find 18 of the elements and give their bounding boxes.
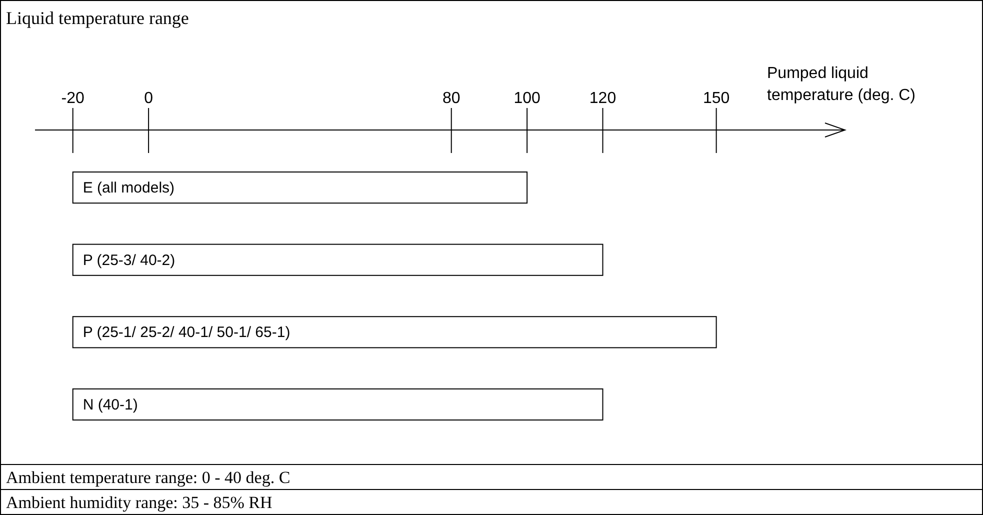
x-tick-label: 100 <box>514 90 540 107</box>
y-tick-label: P (25-1/ 25-2/ 40-1/ 50-1/ 65-1) <box>82 324 290 342</box>
y-tick-label: P (25-3/ 40-2) <box>82 252 176 269</box>
bar <box>72 316 717 348</box>
x-tick-label: 120 <box>589 90 616 107</box>
chart-title: Liquid temperature range <box>6 8 189 28</box>
text: Ambient temperature range: 0 - 40 deg. C <box>6 468 290 487</box>
x-tick-label: 0 <box>144 90 154 107</box>
x-axis-title: Pumped liquid temperature (deg. C) <box>767 65 916 104</box>
bar <box>72 172 528 204</box>
bar <box>72 388 604 420</box>
x-tick-label: -20 <box>61 90 85 107</box>
bar <box>72 244 604 276</box>
y-tick-label: E (all models) <box>82 180 175 197</box>
x-tick-label: 150 <box>702 90 730 107</box>
text: Ambient humidity range: 35 - 85% RH <box>6 493 272 512</box>
x-tick-label: 80 <box>442 90 460 107</box>
y-tick-label: N (40-1) <box>82 396 138 414</box>
